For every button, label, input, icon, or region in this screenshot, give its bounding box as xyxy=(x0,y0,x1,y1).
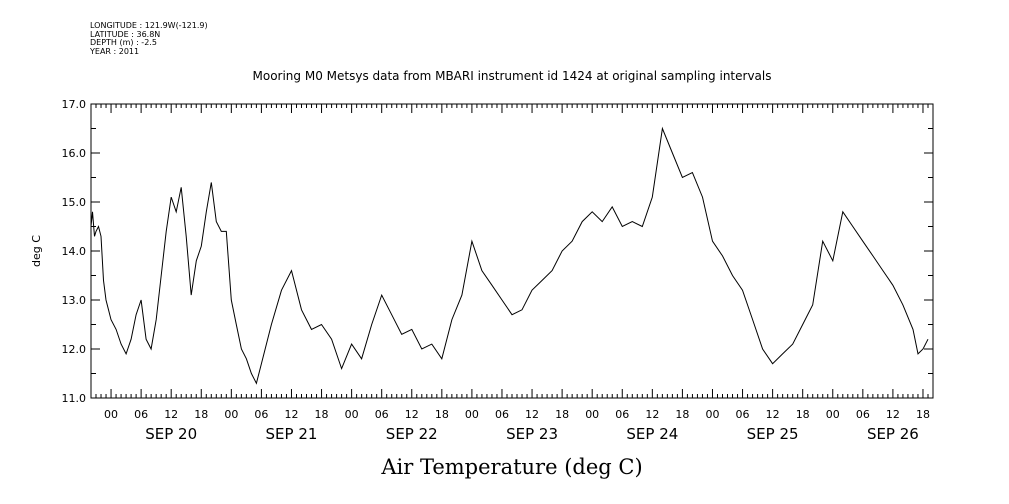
longitude-text: LONGITUDE : 121.9W(-121.9) xyxy=(90,21,208,30)
x-tick-labels: 00 06 12 18 00 06 12 18 00 06 12 18 00 06 12 18 00 06 12 18… xyxy=(104,408,930,421)
x-hour-tick-label: 12 xyxy=(164,408,178,421)
x-hour-tick-label: 12 xyxy=(886,408,900,421)
x-hour-tick-label: 18 xyxy=(675,408,689,421)
latitude-text: LATITUDE : 36.8N xyxy=(90,29,161,39)
x-hour-tick-label: 12 xyxy=(645,408,659,421)
x-hour-tick-label: 00 xyxy=(465,408,479,421)
x-hour-tick-label: 18 xyxy=(796,408,810,421)
y-tick-label: 16.0 xyxy=(62,147,87,160)
y-axis-label: deg C xyxy=(30,235,43,267)
y-tick-label: 11.0 xyxy=(62,392,87,405)
x-hour-tick-label: 06 xyxy=(134,408,148,421)
x-hour-tick-label: 12 xyxy=(284,408,298,421)
depth-text: DEPTH (m) : -2.5 xyxy=(90,38,157,48)
day-labels: SEP 20 SEP 21 SEP 22 SEP 23 SEP 24 SEP 25 SEP … xyxy=(145,425,919,443)
x-hour-tick-label: 12 xyxy=(405,408,419,421)
plot-frame xyxy=(90,103,934,399)
x-axis-label: Air Temperature (deg C) xyxy=(380,455,642,479)
day-label: SEP 22 xyxy=(386,425,438,443)
x-hour-tick-label: 06 xyxy=(615,408,629,421)
axis-ticks xyxy=(90,103,934,399)
day-label: SEP 26 xyxy=(867,425,919,443)
x-hour-tick-label: 00 xyxy=(705,408,719,421)
x-hour-tick-label: 00 xyxy=(345,408,359,421)
day-label: SEP 23 xyxy=(506,425,558,443)
x-hour-tick-label: 12 xyxy=(766,408,780,421)
y-tick-label: 17.0 xyxy=(62,98,87,111)
y-tick-label: 12.0 xyxy=(62,343,87,356)
x-hour-tick-label: 18 xyxy=(194,408,208,421)
day-label: SEP 25 xyxy=(747,425,799,443)
x-hour-tick-label: 12 xyxy=(525,408,539,421)
station-metadata: LONGITUDE : 121.9W(-121.9) LATITUDE : 36… xyxy=(90,21,208,56)
x-hour-tick-label: 00 xyxy=(585,408,599,421)
x-hour-tick-label: 18 xyxy=(435,408,449,421)
day-label: SEP 21 xyxy=(266,425,318,443)
x-hour-tick-label: 00 xyxy=(826,408,840,421)
x-hour-tick-label: 18 xyxy=(315,408,329,421)
x-hour-tick-label: 06 xyxy=(856,408,870,421)
day-label: SEP 20 xyxy=(145,425,197,443)
y-tick-label: 13.0 xyxy=(62,294,87,307)
x-hour-tick-label: 00 xyxy=(104,408,118,421)
temperature-series-line xyxy=(90,126,929,385)
x-hour-tick-label: 00 xyxy=(224,408,238,421)
day-label: SEP 24 xyxy=(626,425,678,443)
y-tick-labels: 11.0 12.0 13.0 14.0 15.0 16.0 17.0 xyxy=(62,98,87,405)
x-hour-tick-label: 06 xyxy=(736,408,750,421)
x-hour-tick-label: 06 xyxy=(254,408,268,421)
y-tick-label: 14.0 xyxy=(62,245,87,258)
chart-title: Mooring M0 Metsys data from MBARI instru… xyxy=(253,69,772,83)
x-hour-tick-label: 06 xyxy=(495,408,509,421)
y-tick-label: 15.0 xyxy=(62,196,87,209)
year-text: YEAR : 2011 xyxy=(90,46,140,56)
x-hour-tick-label: 18 xyxy=(916,408,930,421)
x-hour-tick-label: 06 xyxy=(375,408,389,421)
x-hour-tick-label: 18 xyxy=(555,408,569,421)
